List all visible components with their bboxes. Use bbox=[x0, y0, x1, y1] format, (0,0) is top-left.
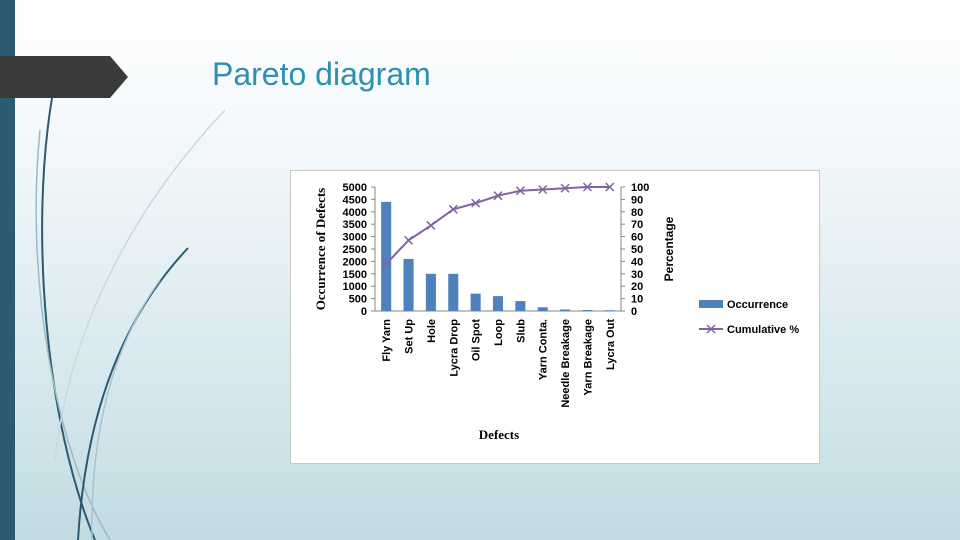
bar-occurrence bbox=[403, 258, 414, 311]
y-tick-label: 3000 bbox=[343, 232, 367, 244]
line-cumulative bbox=[385, 186, 610, 265]
y2-tick-label: 0 bbox=[631, 306, 637, 318]
point-cumulative bbox=[404, 235, 414, 245]
legend-label-cumulative: Cumulative % bbox=[727, 324, 799, 336]
point-cumulative bbox=[471, 198, 481, 208]
bar-occurrence bbox=[425, 273, 436, 311]
point-cumulative bbox=[426, 220, 436, 230]
x-tick-label: Needle Breakage bbox=[560, 319, 572, 408]
y-tick-label: 2000 bbox=[343, 256, 367, 268]
x-axis-title: Defects bbox=[479, 427, 519, 442]
x-tick-label: Loop bbox=[493, 319, 505, 346]
x-tick-label: Hole bbox=[426, 319, 438, 343]
bar-occurrence bbox=[582, 310, 593, 311]
point-cumulative bbox=[381, 259, 391, 269]
point-cumulative bbox=[538, 184, 548, 195]
point-cumulative bbox=[448, 204, 458, 214]
x-tick-label: Yarn Breakage bbox=[582, 319, 594, 395]
bar-occurrence bbox=[381, 201, 392, 311]
x-tick-label: Set Up bbox=[404, 319, 416, 354]
y2-tick-label: 10 bbox=[631, 294, 643, 306]
y-tick-label: 4500 bbox=[343, 194, 367, 206]
bar-occurrence bbox=[515, 301, 526, 311]
bar-occurrence bbox=[492, 296, 504, 311]
y2-tick-label: 100 bbox=[631, 182, 649, 194]
y-tick-label: 1500 bbox=[343, 269, 367, 281]
bar-occurrence bbox=[604, 310, 615, 311]
bar-occurrence bbox=[560, 309, 571, 311]
point-cumulative bbox=[493, 191, 503, 201]
point-cumulative bbox=[582, 182, 592, 192]
x-tick-label: Slub bbox=[515, 319, 527, 343]
x-tick-label: Lycra Out bbox=[605, 319, 617, 370]
pareto-chart: 0 500 1000 1500 2000 2500 3000 3500 4000 4500 5000… bbox=[290, 170, 820, 464]
y-tick-label: 500 bbox=[349, 294, 367, 306]
y2-tick-label: 30 bbox=[631, 269, 643, 281]
bar-occurrence bbox=[537, 307, 548, 311]
point-cumulative bbox=[560, 183, 570, 193]
y2-tick-label: 50 bbox=[631, 244, 643, 256]
x-tick-label: Oil Spot bbox=[471, 319, 483, 362]
y2-tick-label: 20 bbox=[631, 281, 643, 293]
x-tick-label: Fly Yarn bbox=[381, 319, 393, 362]
y2-tick-label: 70 bbox=[631, 219, 643, 231]
legend-swatch-occurrence bbox=[699, 300, 723, 308]
point-cumulative bbox=[515, 186, 525, 196]
pareto-chart-svg: 0500100015002000250030003500400045005000… bbox=[313, 182, 799, 442]
x-tick-label: Lycra Drop bbox=[448, 319, 460, 377]
slide-title: Pareto diagram bbox=[212, 56, 431, 92]
legend-label-occurrence: Occurrence bbox=[727, 299, 788, 311]
point-cumulative bbox=[605, 182, 615, 192]
legend-marker-cumulative bbox=[706, 324, 716, 334]
slide-left-bar bbox=[0, 0, 15, 540]
bar-occurrence bbox=[470, 293, 481, 311]
bar-occurrence bbox=[448, 273, 459, 311]
y2-tick-label: 60 bbox=[631, 232, 643, 244]
y-tick-label: 4000 bbox=[343, 207, 367, 219]
y-tick-label: 1000 bbox=[343, 281, 367, 293]
x-tick-label: Yarn Conta. bbox=[538, 319, 550, 380]
y-tick-label: 5000 bbox=[343, 182, 367, 194]
y2-axis-title: Percentage bbox=[662, 216, 676, 281]
y-axis-title: Occurrence of Defects bbox=[313, 188, 328, 310]
title-tab-arrow bbox=[0, 56, 128, 98]
y2-tick-label: 90 bbox=[631, 194, 643, 206]
y2-tick-label: 80 bbox=[631, 207, 643, 219]
y-tick-label: 2500 bbox=[343, 244, 367, 256]
y-tick-label: 3500 bbox=[343, 219, 367, 231]
y-tick-label: 0 bbox=[361, 306, 367, 318]
y2-tick-label: 40 bbox=[631, 256, 643, 268]
